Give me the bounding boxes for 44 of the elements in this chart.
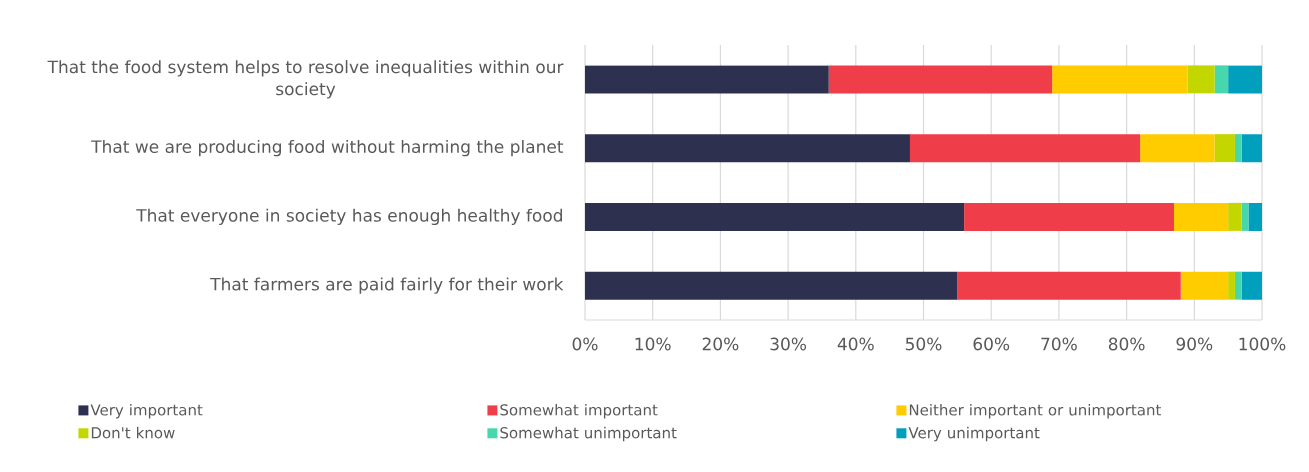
bar (957, 271, 1181, 300)
bar (1241, 134, 1262, 163)
legend-label: Somewhat important (500, 403, 658, 419)
bar (1214, 65, 1229, 94)
bar (585, 134, 910, 163)
bar (1234, 134, 1242, 163)
x-tick-label: 80% (1108, 337, 1145, 351)
x-tick-label: 40% (837, 337, 874, 351)
y-tick-label: That farmers are paid fairly for their work (210, 277, 564, 294)
bar (1228, 65, 1262, 94)
legend-label: Neither important or unimportant (909, 403, 1162, 419)
bar (1214, 134, 1235, 163)
legend-label: Very important (90, 403, 203, 419)
x-tick-label: 10% (635, 337, 671, 351)
bar (1173, 202, 1229, 231)
bar (828, 65, 1053, 94)
bar (1248, 202, 1262, 231)
y-tick-label: That we are producing food without harming the planet (91, 139, 564, 157)
x-tick-label: 100% (1239, 337, 1286, 351)
bar (964, 202, 1174, 231)
bar (1228, 271, 1235, 300)
x-tick-label: 30% (770, 337, 807, 351)
legend-label: Don't know (91, 426, 175, 439)
bar (1052, 65, 1188, 94)
bar (1187, 65, 1215, 94)
x-tick-label: 90% (1176, 337, 1213, 351)
legend-label: Very unimportant (908, 426, 1040, 442)
bar (585, 271, 958, 300)
bar (909, 134, 1141, 163)
x-tick-label: 0% (572, 337, 598, 351)
bar (1180, 271, 1229, 300)
y-tick-label: That the food system helps to resolve inequalities within our society (47, 60, 564, 99)
bar (1234, 271, 1242, 300)
legend-label: Somewhat unimportant (500, 426, 677, 442)
bar (585, 202, 965, 231)
y-tick-label: That everyone in society has enough healthy food (136, 208, 562, 226)
x-tick-label: 70% (1041, 337, 1077, 351)
bar (1140, 134, 1215, 163)
x-tick-label: 60% (973, 337, 1010, 351)
bar (585, 65, 829, 94)
x-tick-label: 20% (702, 337, 739, 351)
x-tick-label: 50% (905, 337, 942, 351)
bar (1241, 271, 1262, 300)
bar (1228, 202, 1242, 231)
